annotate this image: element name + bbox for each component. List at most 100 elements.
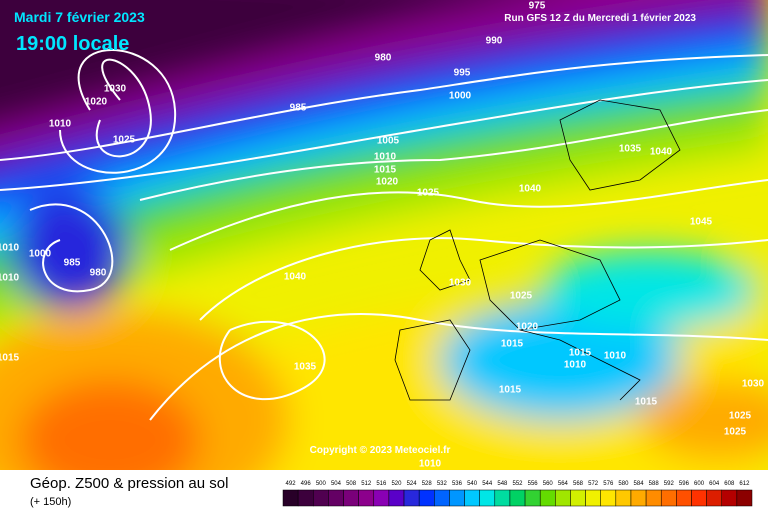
scale-label: 608 xyxy=(724,481,735,487)
scale-label: 548 xyxy=(497,481,508,487)
scale-label: 588 xyxy=(649,481,660,487)
scale-cell xyxy=(706,489,722,507)
scale-label: 520 xyxy=(391,481,402,487)
scale-cell xyxy=(721,489,738,507)
scale-cell xyxy=(736,489,753,507)
scale-label: 556 xyxy=(528,481,539,487)
isobar-label: 1030 xyxy=(449,278,472,289)
isobar-label: 1035 xyxy=(619,144,642,155)
scale-label: 508 xyxy=(346,481,357,487)
isobar-label: 1015 xyxy=(501,339,524,350)
isobar-label: 1020 xyxy=(85,97,108,108)
scale-label: 584 xyxy=(634,481,645,487)
scale-label: 504 xyxy=(331,481,342,487)
isobar-label: 1025 xyxy=(417,188,440,199)
isobar-label: 1035 xyxy=(294,362,317,373)
isobar-label: 1005 xyxy=(377,136,400,147)
isobar-label: 1040 xyxy=(650,147,673,158)
scale-label: 528 xyxy=(422,481,433,487)
scale-cell xyxy=(403,489,420,507)
isobar-label: 990 xyxy=(486,36,503,47)
scale-label: 524 xyxy=(407,481,418,487)
isobar-label: 1025 xyxy=(113,135,136,146)
scale-cell xyxy=(630,489,647,507)
scale-label: 560 xyxy=(543,481,554,487)
scale-label: 604 xyxy=(709,481,720,487)
scale-cell xyxy=(479,489,496,507)
scale-cell xyxy=(660,489,677,507)
footer-lead: (+ 150h) xyxy=(30,496,71,508)
isobar-label: 1025 xyxy=(724,427,747,438)
time: 19:00 locale xyxy=(16,33,129,55)
scale-label: 492 xyxy=(286,481,297,487)
scale-cell xyxy=(313,489,329,507)
isobar-label: 1015 xyxy=(374,165,397,176)
scale-cell xyxy=(449,489,465,507)
color-scale: 492 496 500 504 508 512 516 520 524 528 532 536 540 5… xyxy=(282,481,753,507)
isobar-label: 1025 xyxy=(729,411,752,422)
scale-cell xyxy=(691,489,707,507)
isobar-label: 1020 xyxy=(516,322,539,333)
isobar-lines xyxy=(0,49,768,421)
scale-label: 500 xyxy=(316,481,327,487)
isobar-label: 1045 xyxy=(690,217,713,228)
scale-label: 552 xyxy=(512,481,523,487)
isobar-label: 1015 xyxy=(0,353,20,364)
isobar-label: 1010 xyxy=(564,360,587,371)
isobar-label: 1000 xyxy=(29,249,52,260)
scale-cell xyxy=(388,489,405,507)
copyright: Copyright © 2023 Meteociel.fr xyxy=(310,445,451,456)
scale-cell xyxy=(464,489,480,507)
scale-cell xyxy=(297,489,314,507)
scale-cell xyxy=(600,489,617,507)
scale-cell xyxy=(343,489,359,507)
scale-label: 580 xyxy=(618,481,629,487)
isobar-label: 980 xyxy=(90,268,107,279)
scale-label: 600 xyxy=(694,481,705,487)
isobar-label: 1010 xyxy=(604,351,627,362)
isobar-label: 1025 xyxy=(510,291,533,302)
isobar-label: 1000 xyxy=(449,91,472,102)
scale-cell xyxy=(328,489,344,507)
scale-cell xyxy=(373,489,390,507)
scale-label: 512 xyxy=(361,481,372,487)
isobar-label: 1015 xyxy=(635,397,658,408)
scale-label: 516 xyxy=(376,481,387,487)
isobar-label: 1010 xyxy=(419,459,442,470)
isobar-label: 985 xyxy=(64,258,81,269)
scale-label: 544 xyxy=(482,481,493,487)
scale-cell xyxy=(509,489,526,507)
isobar-labels: 9809909759951000985100510101015102010251… xyxy=(0,1,765,470)
scale-label: 532 xyxy=(437,481,448,487)
scale-cell xyxy=(645,489,662,507)
isobar-label: 1030 xyxy=(742,379,765,390)
isobar-label: 1040 xyxy=(519,184,542,195)
date: Mardi 7 février 2023 xyxy=(14,9,145,25)
isobar-label: 1015 xyxy=(499,385,522,396)
scale-label: 576 xyxy=(603,481,614,487)
isobar-label: 1010 xyxy=(374,152,397,163)
isobar-label: 980 xyxy=(375,53,392,64)
scale-cell xyxy=(539,489,556,507)
scale-cell xyxy=(494,489,511,507)
isobar-label: 1040 xyxy=(284,272,307,283)
run-info: Run GFS 12 Z du Mercredi 1 février 2023 xyxy=(504,13,696,24)
scale-cell xyxy=(585,489,601,507)
scale-label: 592 xyxy=(664,481,675,487)
scale-label: 564 xyxy=(558,481,569,487)
scale-label: 596 xyxy=(679,481,690,487)
isobar-label: 1030 xyxy=(104,84,127,95)
scale-label: 540 xyxy=(467,481,478,487)
scale-label: 568 xyxy=(573,481,584,487)
footer-title: Géop. Z500 & pression au sol xyxy=(30,475,228,492)
scale-cell xyxy=(570,489,586,507)
scale-cell xyxy=(282,489,299,507)
scale-cell xyxy=(358,489,375,507)
scale-cell xyxy=(434,489,450,507)
isobar-label: 1015 xyxy=(569,348,592,359)
isobar-label: 975 xyxy=(529,1,546,12)
